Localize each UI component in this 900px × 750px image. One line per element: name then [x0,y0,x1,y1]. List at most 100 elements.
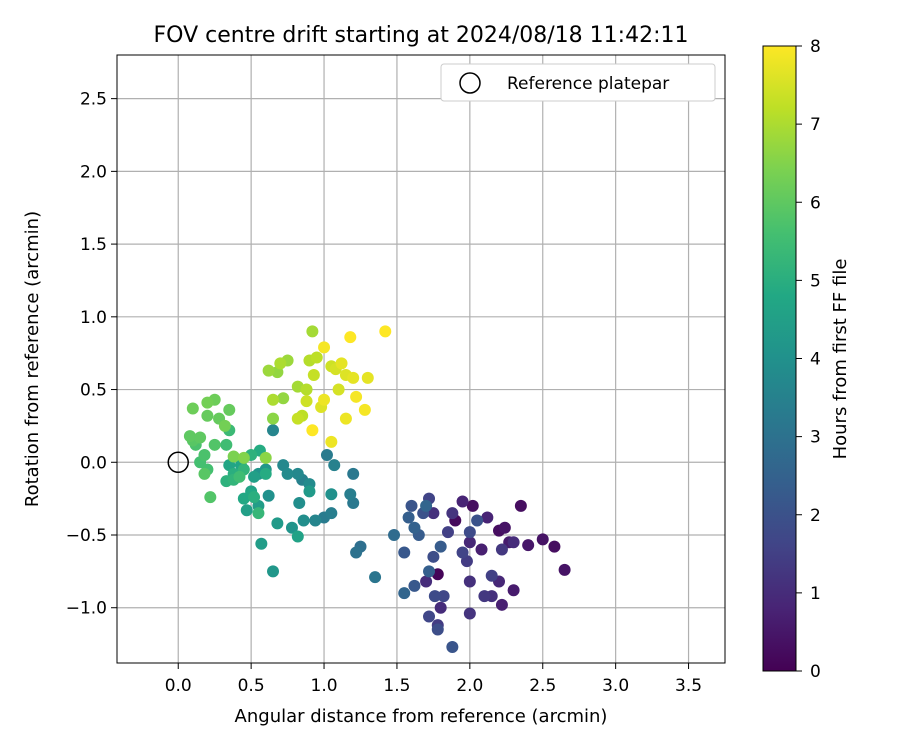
scatter-point [423,565,436,578]
x-axis-label: Angular distance from reference (arcmin) [235,706,608,727]
scatter-point [198,467,211,480]
scatter-point [252,507,265,520]
x-axis-ticks: 0.0 0.5 1.0 1.5 2.0 2.5 3.0 3.5 [165,663,702,696]
scatter-point [441,526,454,539]
scatter-point [398,546,411,559]
colorbar-tick-label: 8 [810,37,821,57]
scatter-point [446,641,459,653]
scatter-point [201,396,214,409]
y-tick-label: −0.5 [66,526,107,546]
colorbar-label: Hours from first FF file [830,259,851,460]
scatter-point [220,438,233,451]
scatter-point [379,325,392,338]
scatter-point [259,467,272,480]
colorbar-tick-label: 1 [810,584,821,604]
scatter-point [233,470,246,483]
y-axis-label: Rotation from reference (arcmin) [22,211,43,507]
scatter-point [223,403,236,416]
scatter-point [318,341,331,354]
scatter-point [240,504,253,517]
colorbar-tick-label: 3 [810,428,821,448]
x-tick-label: 3.0 [602,676,629,696]
legend-reference-marker-icon [459,72,481,94]
scatter-point [320,449,333,461]
scatter-point [428,590,441,603]
scatter-point [507,536,520,549]
y-tick-label: −1.0 [66,599,107,619]
scatter-point [306,325,319,338]
scatter-point [262,489,275,502]
scatter-point [485,569,498,582]
scatter-point [471,514,484,527]
scatter-point [463,575,476,588]
scatter-point [267,412,280,425]
scatter-point [434,540,447,553]
scatter-point [277,392,290,405]
scatter-point [300,395,313,408]
scatter-point [328,459,341,472]
scatter-point [325,435,338,448]
scatter-point [267,565,280,578]
scatter-point [201,409,214,422]
scatter-point [306,424,319,437]
scatter-point [420,499,433,512]
x-tick-label: 1.5 [383,676,410,696]
scatter-point [183,430,196,443]
scatter-point [522,539,535,552]
y-tick-label: 2.0 [80,162,107,182]
scatter-point [463,536,476,549]
scatter-point [475,543,488,556]
scatter-point [402,511,415,524]
reference-marker-group [167,451,189,474]
scatter-point [218,419,231,432]
scatter-point [495,598,508,611]
scatter-point [427,507,440,520]
y-tick-label: 1.0 [80,308,107,328]
scatter-point [456,546,469,559]
scatter-point [271,517,284,530]
scatter-point [344,331,357,344]
colorbar-ticks: 0 1 2 3 4 5 6 7 8 [796,37,821,682]
x-tick-label: 2.0 [456,676,483,696]
scatter-point [281,467,294,480]
plot-frame [116,54,726,664]
scatter-point [463,607,476,620]
scatter-point [318,393,331,406]
scatter-point [350,390,363,403]
legend: Reference platepar [440,63,716,102]
scatter-point [293,497,306,509]
legend-entry-reference-platepar: Reference platepar [507,74,669,94]
scatter-point [507,584,520,597]
x-tick-label: 2.5 [529,676,556,696]
scatter-point [307,369,320,381]
scatter-point [498,521,511,534]
legend-box [440,63,716,102]
scatter-point [267,393,280,406]
scatter-point [186,402,199,415]
scatter-point [303,485,316,498]
y-tick-label: 2.5 [80,90,107,110]
x-tick-label: 3.5 [675,676,702,696]
scatter-point [309,514,322,527]
scatter-point [495,543,508,556]
x-tick-label: 0.0 [165,676,192,696]
scatter-point [536,533,549,546]
scatter-point [405,499,418,512]
scatter-points [183,325,571,653]
scatter-point [456,495,469,508]
scatter-point [344,488,357,501]
scatter-point [297,514,310,527]
colorbar-tick-label: 5 [810,271,821,291]
colorbar-tick-label: 0 [810,662,821,682]
scatter-point [347,467,360,480]
scatter-point [291,412,304,425]
y-tick-label: 0.5 [80,381,107,401]
scatter-point [259,451,272,464]
scatter-point [335,357,348,370]
scatter-point [408,579,421,592]
scatter-point [274,357,287,370]
scatter-point [437,590,450,603]
scatter-point [208,438,221,451]
scatter-point [291,467,304,480]
y-tick-label: 0.0 [80,453,107,473]
